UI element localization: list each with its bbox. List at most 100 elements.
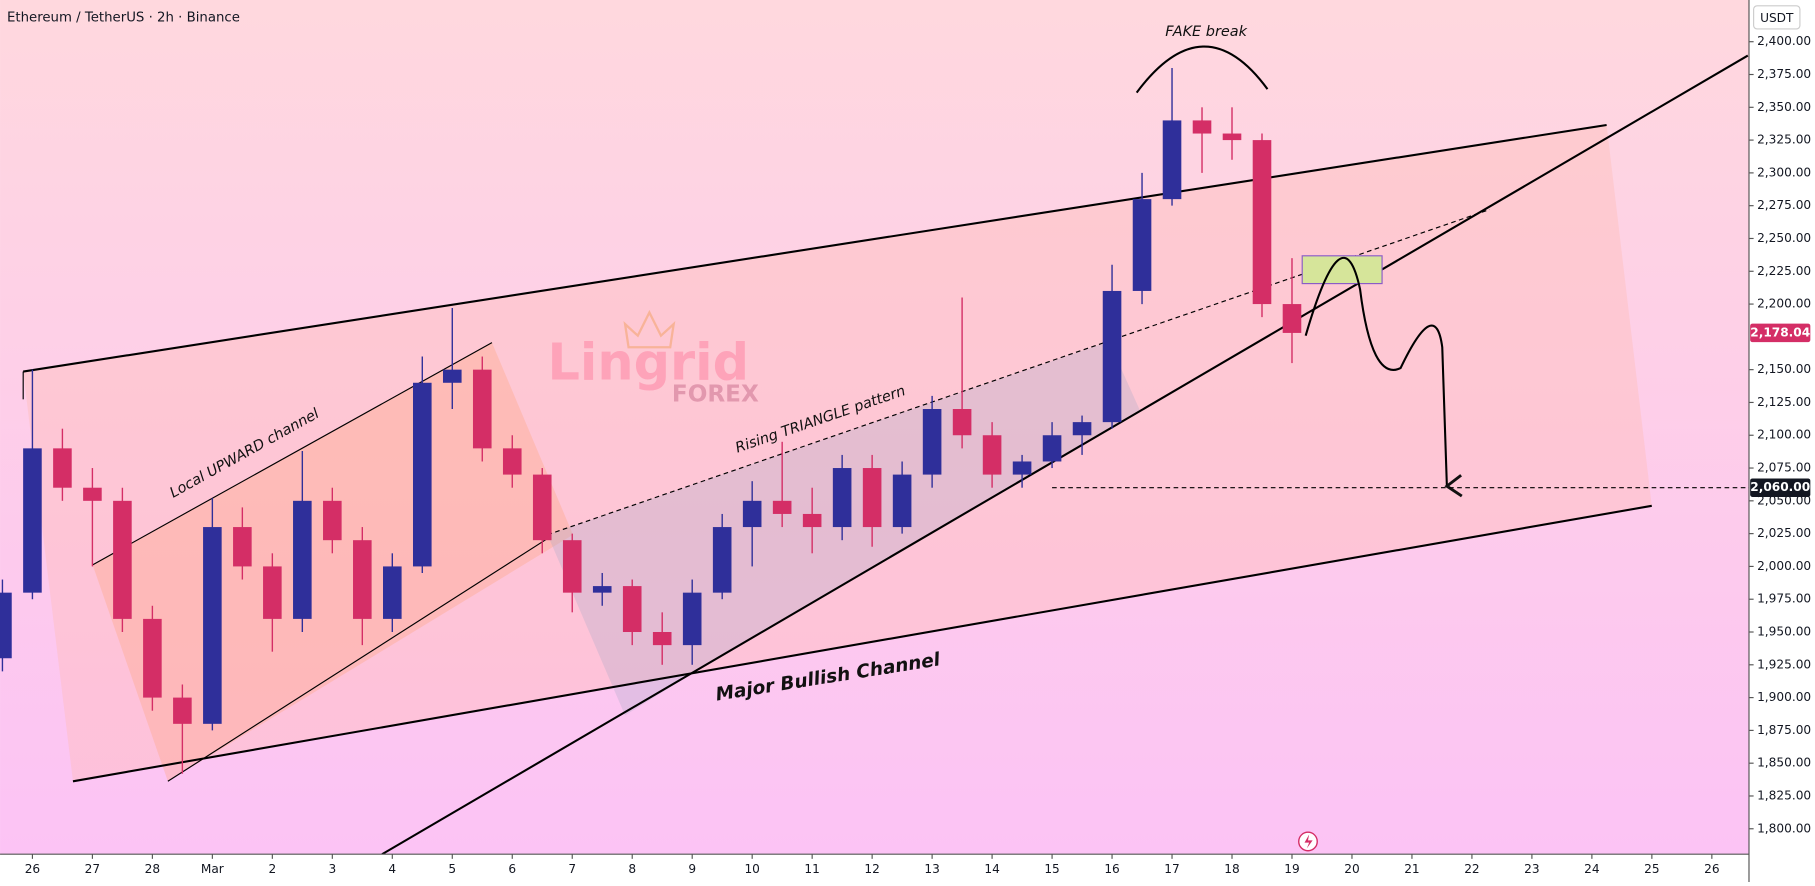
candle-body [862, 468, 882, 528]
candle-body [1102, 290, 1122, 423]
target-price-label: 2,060.00 [1750, 480, 1810, 494]
x-tick-label: 16 [1104, 862, 1119, 876]
candle-body [1012, 461, 1032, 475]
x-tick-label: 3 [328, 862, 336, 876]
candle-body [1282, 304, 1302, 333]
y-tick-label: 2,400.00 [1757, 34, 1811, 48]
price-axis [1748, 0, 1815, 882]
annotation: FAKE break [1165, 24, 1247, 40]
candle-body [712, 527, 732, 593]
y-tick-label: 1,875.00 [1757, 723, 1811, 737]
symbol-title: Ethereum / TetherUS · 2h · Binance [7, 10, 240, 25]
x-tick-label: 20 [1344, 862, 1359, 876]
candle-body [293, 500, 312, 619]
y-tick-label: 1,975.00 [1757, 592, 1811, 606]
y-tick-label: 2,075.00 [1757, 461, 1811, 475]
candle-body [233, 527, 252, 567]
candle-body [23, 448, 42, 593]
y-tick-label: 1,800.00 [1757, 821, 1811, 835]
local-channel-bottom [167, 536, 551, 782]
alert-icon-bolt [1304, 834, 1313, 849]
candle-body [412, 382, 432, 567]
candle-body [592, 586, 612, 593]
x-tick-label: 19 [1284, 862, 1299, 876]
candle-body [1072, 422, 1092, 436]
candles [0, 67, 1302, 774]
x-tick-label: 5 [448, 862, 456, 876]
y-tick-label: 2,100.00 [1757, 428, 1811, 442]
y-tick-label: 2,325.00 [1757, 133, 1811, 147]
candle-body [982, 435, 1002, 475]
x-tick-label: 6 [508, 862, 516, 876]
watermark-subtitle: FOREX [672, 382, 759, 408]
x-tick-label: 22 [1464, 862, 1479, 876]
candle-body [203, 527, 222, 724]
x-tick-label: 26 [25, 862, 40, 876]
y-tick-label: 1,950.00 [1757, 625, 1811, 639]
x-tick-label: Mar [201, 862, 224, 876]
x-tick-label: 7 [568, 862, 576, 876]
target-price-tag [1750, 478, 1811, 497]
y-tick-label: 2,025.00 [1757, 526, 1811, 540]
candle-body [802, 513, 822, 528]
y-tick-label: 2,275.00 [1757, 198, 1811, 212]
x-tick-label: 23 [1524, 862, 1539, 876]
candle-body [1192, 120, 1212, 134]
y-tick-label: 2,125.00 [1757, 395, 1811, 409]
candle-body [173, 697, 192, 724]
candle-body [652, 632, 672, 646]
x-tick-label: 14 [984, 862, 1000, 876]
candle-body [143, 618, 162, 698]
x-tick-label: 27 [85, 862, 100, 876]
candle-body [922, 409, 942, 475]
y-tick-label: 2,250.00 [1757, 231, 1811, 245]
candle-body [502, 448, 522, 475]
x-tick-label: 4 [388, 862, 396, 876]
candle-body [1252, 140, 1272, 305]
x-tick-label: 15 [1044, 862, 1059, 876]
watermark-title: Lingrid [547, 334, 749, 393]
watermark: Lingrid FOREX [547, 309, 759, 408]
candle-body [952, 409, 972, 436]
local-channel-top [92, 342, 493, 566]
x-tick-label: 25 [1644, 862, 1659, 876]
y-tick-label: 1,900.00 [1757, 690, 1811, 704]
candle-body [532, 474, 552, 541]
projection-path [1304, 256, 1463, 498]
fake-break-arc [1135, 45, 1269, 94]
y-tick-label: 1,925.00 [1757, 657, 1811, 671]
candle-body [83, 487, 102, 501]
candle-body [562, 540, 582, 593]
y-tick-label: 2,350.00 [1757, 100, 1811, 114]
candle-body [832, 468, 852, 528]
candle-body [742, 500, 762, 528]
candle-body [323, 500, 342, 541]
plot-background [0, 0, 1749, 855]
y-tick-label: 2,375.00 [1757, 67, 1811, 81]
x-tick-label: 10 [744, 862, 759, 876]
candle-body [0, 592, 12, 659]
candle-body [892, 474, 912, 528]
y-tick-label: 2,225.00 [1757, 264, 1811, 278]
y-tick-label: 1,825.00 [1757, 788, 1811, 802]
currency-box[interactable] [1753, 5, 1801, 30]
candle-body [1222, 133, 1242, 141]
candle-body [113, 500, 132, 619]
x-tick-label: 11 [804, 862, 819, 876]
y-tick-label: 2,150.00 [1757, 362, 1811, 376]
watermark-crown [623, 309, 676, 349]
x-tick-label: 9 [688, 862, 696, 876]
last-price-tag [1750, 323, 1811, 343]
candle-body [263, 566, 282, 619]
candle-body [472, 369, 492, 449]
channel-top [23, 123, 1607, 373]
x-tick-label: 8 [628, 862, 636, 876]
last-price-label: 2,178.04 [1750, 325, 1810, 339]
x-tick-label: 21 [1404, 862, 1419, 876]
x-tick-label: 28 [145, 862, 160, 876]
candle-body [442, 369, 462, 383]
x-tick-label: 13 [924, 862, 939, 876]
x-tick-label: 24 [1584, 862, 1600, 876]
